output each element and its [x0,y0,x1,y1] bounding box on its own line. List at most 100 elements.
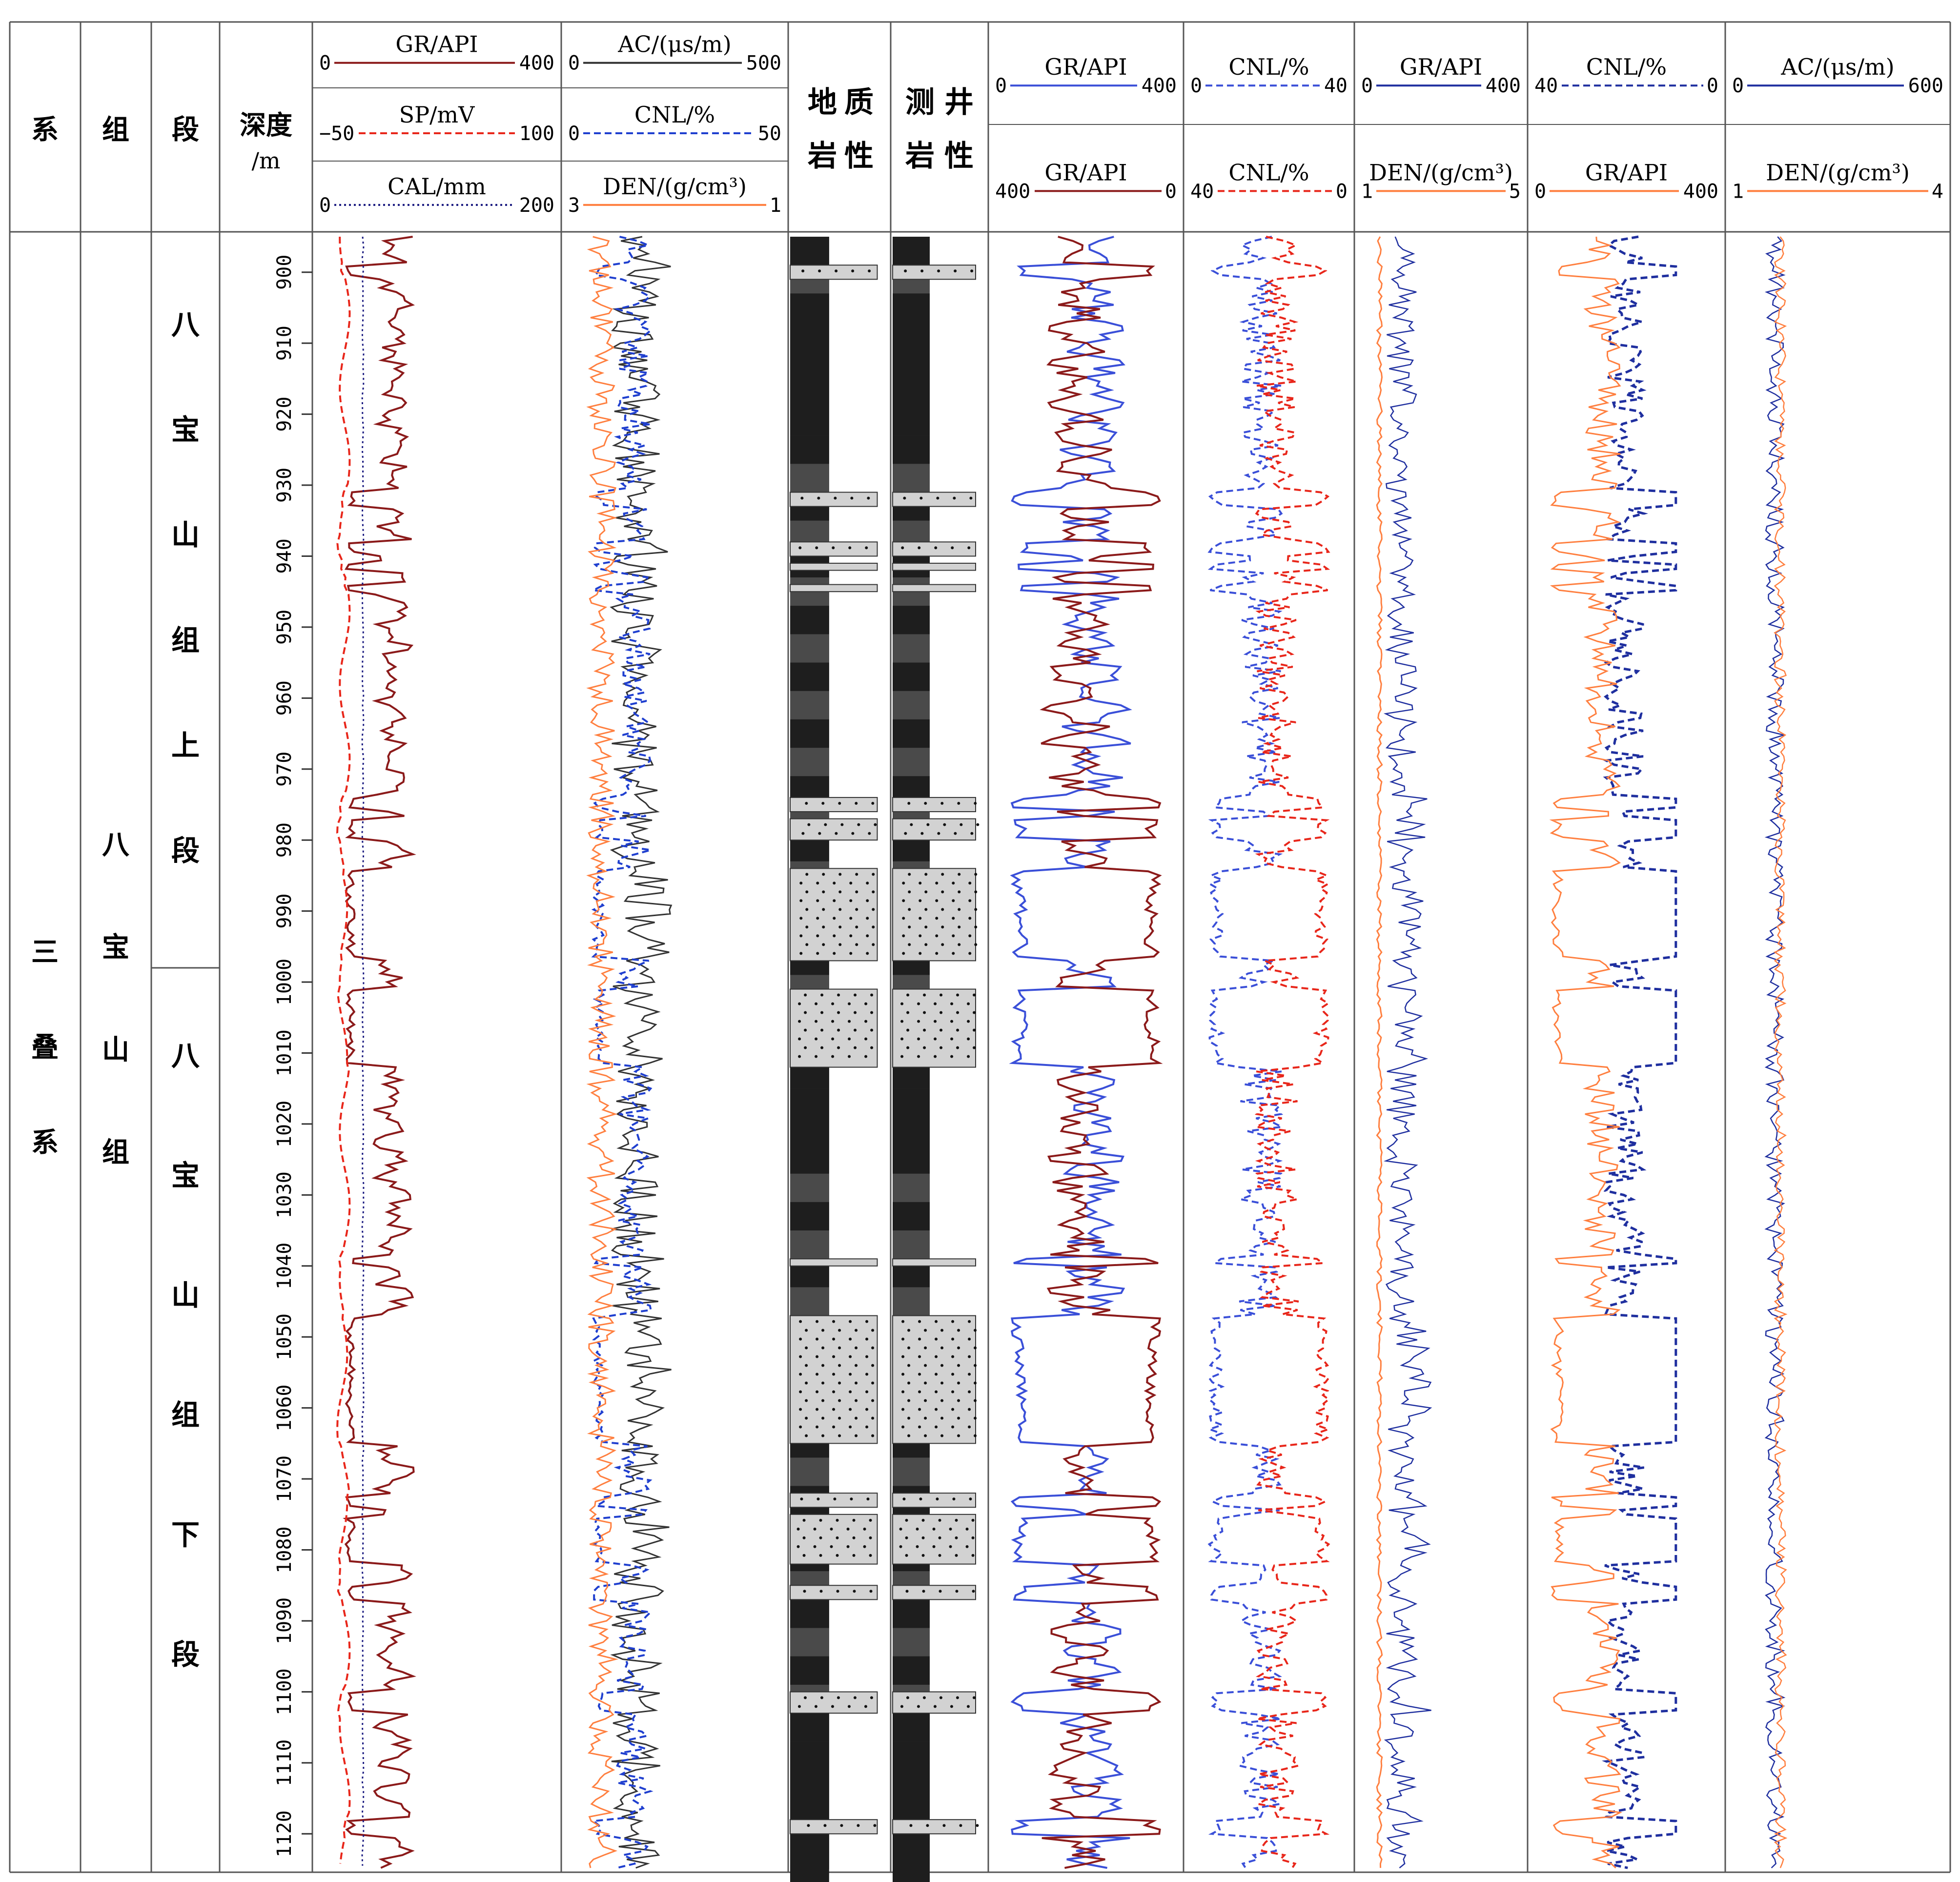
log-lith-sand-dot [956,1696,959,1699]
log-lith-sand-dot [907,1399,911,1402]
log-lith-sand-dot [967,546,971,550]
geo-lith-sand-dot [840,823,844,826]
log-lith-sand-dot [900,1020,904,1023]
geo-lith-sand-dot [838,1364,841,1367]
log-lith-sand-dot [906,1028,910,1032]
log-lith-shale-band [893,606,930,634]
geo-lith-sand-dot [822,873,825,876]
log-lith-shale-band [893,1117,930,1146]
track-3-curve-0-name: CNL/% [1228,54,1309,80]
log-lith-sand-dot [902,1497,906,1501]
geo-lith-sand-dot [830,1545,833,1548]
geo-lith-sand-dot [821,1399,825,1402]
geo-lith-sand-dot [819,1590,823,1593]
log-lith-sand-dot [901,1425,905,1429]
track-5-curve-0-min: 40 [1534,75,1558,97]
geo-lith-sand-dot [832,546,835,550]
geo-lith-sand-dot [832,1320,836,1323]
log-lith-sand-dot [906,1046,910,1049]
geo-lith-sand-dot [820,1028,824,1032]
upper-member-char-4: 上 [171,729,200,762]
geo-lith-sand-dot [872,925,875,929]
geo-lith-sand-dot [799,1372,802,1376]
log-lith-sand-8 [892,988,976,1068]
geo-lith-shale-band [790,435,829,464]
log-lith-sand-dot [968,1337,971,1341]
depth-label-940: 940 [273,538,296,573]
geo-lith-sand-6 [790,818,878,841]
geo-lith-sand-dot [850,1497,853,1501]
geo-lith-sand-0 [790,265,878,280]
geo-lith-shale-band [790,407,829,436]
geo-lith-sand-dot [869,1590,873,1593]
geo-lith-shale-band [790,719,829,748]
log-lith-shale-band [893,748,930,777]
log-lith-sand-dot [923,993,926,997]
log-lith-sand-dot [921,1518,925,1522]
log-lith-sand-dot [921,1554,925,1557]
log-lith-sand-dot [924,943,928,946]
geo-lith-sand-dot [832,1408,836,1411]
log-lith-sand-1 [892,491,976,507]
geo-lith-sand-dot [848,1020,851,1023]
track-3-curve-1-max: 0 [1336,180,1348,203]
geo-lith-sand-dot [799,1425,802,1429]
geo-lith-sand-dot [871,1416,875,1420]
curve-cnl-track4 [1206,236,1285,1869]
log-lith-shale-band [893,378,930,408]
log-lith-sand-dot [907,1416,911,1420]
curve-gr-track6 [1549,236,1623,1869]
log-lith-sand-dot [971,1518,975,1522]
geo-lith-sand-dot [813,1527,817,1531]
geo-lith-sand-dot [849,881,853,885]
geo-lith-sand-dot [816,899,819,902]
log-lith-sand-4 [892,584,976,593]
geo-lith-sand-dot [816,1337,819,1341]
log-lith-header-3: 岩 [905,139,935,173]
log-lith-sand-dot [941,890,944,894]
geo-lith-sand-dot [822,890,825,894]
geo-lith-sand-dot [855,1434,858,1437]
log-lith-shale-band [893,1202,930,1231]
log-lith-sand-dot [906,1011,910,1014]
geo-lith-shale-band [790,1173,829,1202]
geo-lith-sand-dot [798,1002,801,1005]
track-2-curve-0-min: 0 [995,75,1007,97]
log-lith-sand-dot [932,1527,936,1531]
log-lith-shale-band [893,407,930,436]
log-lith-sand-dot [974,925,978,929]
geo-lith-sand-dot [836,1554,839,1557]
log-lith-sand-dot [935,881,939,885]
log-lith-sand-dot [907,1329,911,1332]
geo-lith-sand-dot [851,832,855,835]
depth-label-1120: 1120 [273,1810,296,1857]
log-lith-sand-dot [939,1696,942,1699]
geo-lith-sand-dot [865,1425,869,1429]
log-lith-sand-dot [916,1527,919,1531]
curve-cal-track1 [361,236,365,1866]
log-lith-sand-3 [892,563,976,571]
geo-lith-shale-band [790,350,829,379]
log-lith-sand-dot [906,993,910,997]
depth-label-1060: 1060 [273,1385,296,1432]
track-3-curve-0-min: 0 [1190,75,1202,97]
log-lith-sand-dot [960,823,963,826]
geo-lith-shale-band [790,1770,829,1799]
log-lith-sand-dot [968,934,972,938]
geo-lith-sand-dot [796,1527,800,1531]
log-lith-sand-dot [957,1329,960,1332]
geo-lith-shale-band [790,1230,829,1259]
curve-gr-track3 [1009,236,1132,1869]
geo-lith-sand-dot [869,1536,872,1539]
depth-label-1110: 1110 [273,1739,296,1786]
geo-lith-sand-dot [815,1037,818,1041]
log-lith-shale-band [893,691,930,719]
log-lith-sand-dot [926,1824,929,1827]
log-lith-sand-dot [919,881,922,885]
geo-lith-sand-dot [871,1346,875,1350]
geo-lith-sand-dot [799,934,803,938]
log-lith-shale-band [893,719,930,748]
log-lith-sand-dot [938,1554,941,1557]
log-lith-shale-band [893,237,930,266]
track-0-curve-2-name: CAL/mm [388,173,486,200]
